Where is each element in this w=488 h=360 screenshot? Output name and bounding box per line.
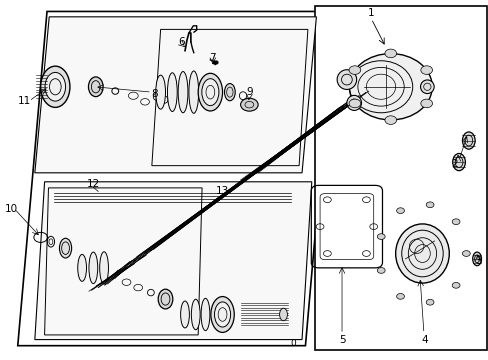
Circle shape	[348, 99, 360, 108]
Text: 5: 5	[338, 334, 345, 345]
Ellipse shape	[462, 132, 474, 149]
Circle shape	[420, 66, 432, 75]
Text: 8: 8	[151, 89, 157, 99]
Text: 9: 9	[245, 87, 252, 97]
Ellipse shape	[214, 302, 230, 327]
Circle shape	[426, 202, 433, 208]
Text: 10: 10	[5, 204, 18, 214]
Ellipse shape	[78, 255, 86, 281]
Ellipse shape	[100, 252, 108, 284]
Ellipse shape	[452, 153, 465, 171]
Ellipse shape	[60, 238, 72, 258]
Ellipse shape	[346, 95, 361, 111]
Text: 1: 1	[367, 8, 374, 18]
Circle shape	[396, 208, 404, 213]
Text: 12: 12	[86, 179, 100, 189]
Text: 3: 3	[474, 256, 481, 266]
Ellipse shape	[45, 72, 65, 101]
Ellipse shape	[88, 77, 103, 96]
Circle shape	[377, 267, 385, 273]
Text: 11: 11	[18, 96, 31, 106]
Ellipse shape	[348, 54, 431, 120]
Ellipse shape	[201, 298, 209, 330]
Circle shape	[384, 49, 396, 58]
Ellipse shape	[156, 75, 165, 109]
Circle shape	[396, 293, 404, 299]
Circle shape	[377, 234, 385, 239]
Ellipse shape	[41, 66, 70, 107]
Ellipse shape	[336, 70, 356, 89]
Circle shape	[451, 283, 459, 288]
Circle shape	[426, 300, 433, 305]
Ellipse shape	[420, 80, 433, 94]
Ellipse shape	[180, 301, 189, 328]
Polygon shape	[35, 17, 316, 173]
Ellipse shape	[210, 297, 234, 332]
Ellipse shape	[395, 224, 448, 283]
Ellipse shape	[188, 71, 198, 113]
Ellipse shape	[178, 72, 187, 113]
Polygon shape	[35, 182, 311, 339]
Ellipse shape	[472, 252, 481, 266]
Text: 4: 4	[421, 334, 427, 345]
Ellipse shape	[279, 308, 287, 321]
Text: 2: 2	[450, 159, 457, 169]
Circle shape	[420, 99, 432, 108]
Text: 7: 7	[209, 53, 216, 63]
Circle shape	[451, 219, 459, 225]
Text: 13: 13	[216, 186, 229, 196]
Bar	[315, 6, 487, 350]
Ellipse shape	[158, 289, 172, 309]
Ellipse shape	[191, 299, 200, 330]
Text: 6: 6	[178, 37, 184, 47]
Circle shape	[240, 98, 258, 111]
Ellipse shape	[167, 73, 177, 112]
Circle shape	[384, 116, 396, 125]
Ellipse shape	[202, 79, 219, 105]
Ellipse shape	[198, 73, 222, 111]
Circle shape	[462, 251, 469, 256]
Ellipse shape	[224, 84, 235, 101]
Ellipse shape	[89, 252, 98, 284]
Polygon shape	[18, 12, 334, 346]
Circle shape	[348, 66, 360, 75]
Text: 0: 0	[290, 339, 296, 348]
